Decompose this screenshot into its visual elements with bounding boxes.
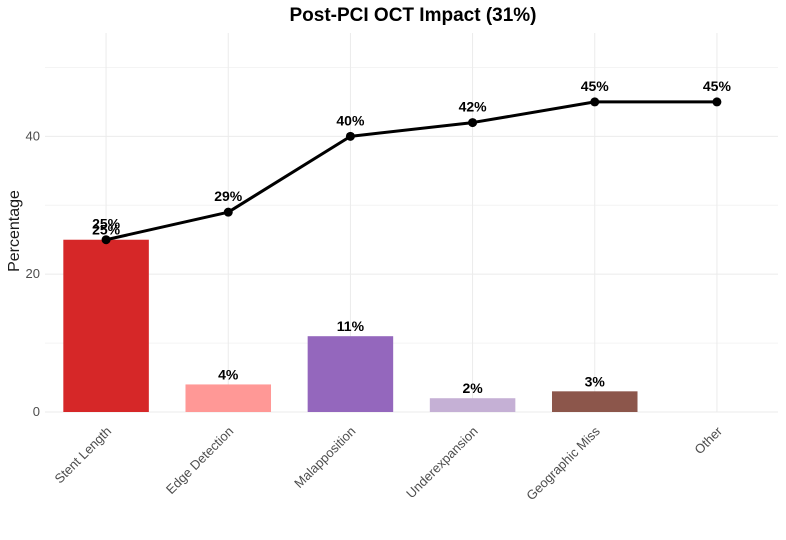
x-tick-label: Other: [691, 423, 725, 457]
bar-value-label: 2%: [462, 380, 483, 396]
data-labels: 25% 4% 11% 2% 3% 25% 29% 40% 42% 45% 45%: [92, 78, 731, 396]
y-axis-label: Percentage: [6, 190, 23, 272]
bar-value-label: 11%: [337, 318, 365, 334]
chart-title: Post-PCI OCT Impact (31%): [289, 5, 536, 26]
cumulative-point: [590, 97, 600, 107]
bar: [551, 391, 638, 412]
x-tick-label: Edge Detection: [163, 424, 236, 497]
y-tick-label: 20: [26, 266, 40, 281]
x-tick-label: Stent Length: [51, 424, 114, 487]
cumulative-value-label: 25%: [92, 216, 121, 232]
grid: [45, 33, 778, 413]
cumulative-value-label: 29%: [214, 188, 243, 204]
x-tick-label: Geographic Miss: [523, 423, 603, 503]
bar: [429, 398, 516, 412]
bar: [185, 384, 272, 412]
cumulative-polyline: [105, 100, 717, 242]
x-tick-label: Malapposition: [291, 424, 358, 491]
cumulative-value-label: 45%: [703, 78, 732, 94]
cumulative-value-label: 42%: [459, 99, 488, 115]
bar: [307, 336, 394, 412]
y-tick-label: 40: [26, 128, 40, 143]
cumulative-point: [101, 235, 111, 245]
cumulative-point: [712, 97, 722, 107]
y-tick-label: 0: [33, 404, 40, 419]
bar-value-label: 3%: [585, 373, 606, 389]
x-tick-label: Underexpansion: [403, 424, 481, 502]
cumulative-point: [223, 207, 233, 217]
bars: [63, 239, 638, 412]
cumulative-value-label: 40%: [336, 112, 365, 128]
bar: [63, 239, 149, 412]
bar-value-label: 25%: [92, 222, 121, 238]
bar-value-label: 4%: [218, 366, 239, 382]
cumulative-point: [468, 118, 478, 128]
cumulative-value-label: 45%: [581, 78, 610, 94]
cumulative-line: [101, 97, 722, 245]
cumulative-point: [345, 131, 355, 141]
